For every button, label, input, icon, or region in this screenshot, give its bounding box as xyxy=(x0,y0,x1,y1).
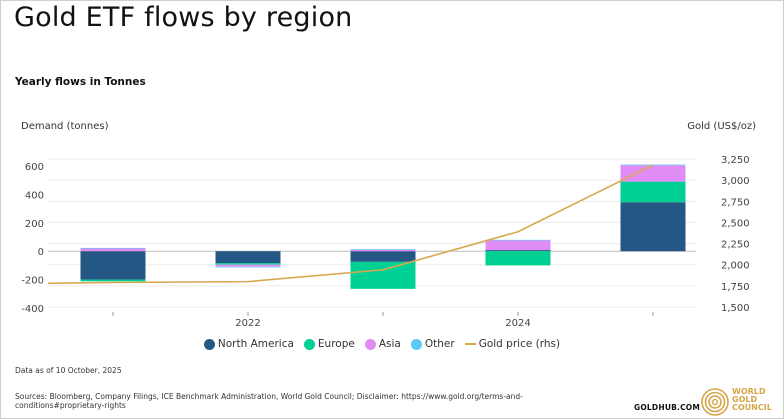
bar-europe-2024 xyxy=(485,251,551,266)
bar-europe-2022 xyxy=(215,263,281,265)
right-axis-tick-label: 1,500 xyxy=(721,303,750,314)
legend-item-north-america[interactable]: North America xyxy=(203,338,294,350)
bar-north-america-2023 xyxy=(350,251,416,262)
legend-label: Other xyxy=(424,338,455,350)
right-axis-label: Gold (US$/oz) xyxy=(687,121,756,132)
legend-label: Asia xyxy=(378,338,401,350)
legend-item-gold-price[interactable]: Gold price (rhs) xyxy=(464,338,561,350)
bar-asia-2021 xyxy=(80,248,146,252)
right-axis-tick-label: 1,750 xyxy=(721,282,750,293)
left-axis-label: Demand (tonnes) xyxy=(21,121,109,132)
left-axis-tick-label: 400 xyxy=(25,190,44,201)
bar-other-2022 xyxy=(215,266,281,268)
left-axis-tick-label: -200 xyxy=(21,276,44,287)
legend-dot-icon xyxy=(303,338,315,350)
x-axis-tick-label: 2024 xyxy=(505,318,530,329)
bar-other-2023 xyxy=(350,249,416,250)
right-axis-tick-label: 3,000 xyxy=(721,176,750,187)
gold-price-line xyxy=(47,164,654,285)
legend-label: Europe xyxy=(317,338,355,350)
data-date-note: Data as of 10 October, 2025 xyxy=(15,366,122,375)
right-axis-tick-label: 2,750 xyxy=(721,197,750,208)
etf-flows-chart: 3,250 3,000 2,750 2,500 2,250 2,000 1,750 1,500… xyxy=(21,155,750,329)
bar-asia-2022 xyxy=(215,264,281,267)
legend-item-asia[interactable]: Asia xyxy=(364,338,401,350)
legend-item-other[interactable]: Other xyxy=(410,338,455,350)
world-gold-council-wordmark: WORLD GOLD COUNCIL xyxy=(732,388,772,412)
bar-other-2024 xyxy=(485,239,551,241)
right-axis-tick-label: 2,250 xyxy=(721,240,750,251)
legend-label: Gold price (rhs) xyxy=(478,338,561,350)
right-axis-tick-label: 3,250 xyxy=(721,155,750,166)
logo-line-council: COUNCIL xyxy=(732,403,772,412)
right-axis-tick-label: 2,500 xyxy=(721,218,750,229)
bar-north-america-2022 xyxy=(215,251,281,264)
x-axis-tick-label: 2022 xyxy=(235,318,260,329)
bar-asia-2023 xyxy=(350,249,416,252)
sources-text: Sources: Bloomberg, Company Filings, ICE… xyxy=(15,392,523,410)
legend-dot-icon xyxy=(203,338,215,350)
legend-label: North America xyxy=(217,338,294,350)
chart-legend: North America Europe Asia Other Gold price (… xyxy=(0,338,784,350)
legend-dot-icon xyxy=(410,338,422,350)
right-axis-tick-label: 2,000 xyxy=(721,261,750,272)
bar-north-america-2025 xyxy=(620,202,686,252)
bar-europe-2021 xyxy=(80,279,146,282)
chart-subtitle: Yearly flows in Tonnes xyxy=(15,76,146,88)
page-title: Gold ETF flows by region xyxy=(14,2,353,33)
bar-north-america-2021 xyxy=(80,251,146,280)
bar-europe-2023 xyxy=(350,261,416,289)
left-axis-tick-label: 0 xyxy=(38,247,44,258)
world-gold-council-logo-icon xyxy=(701,388,729,416)
legend-dot-icon xyxy=(364,338,376,350)
bar-asia-2025 xyxy=(620,165,686,182)
bar-north-america-2024 xyxy=(485,250,551,252)
bar-asia-2024 xyxy=(485,240,551,251)
left-axis-tick-label: 600 xyxy=(25,162,44,173)
bar-other-2021 xyxy=(80,247,146,249)
legend-line-swatch-icon xyxy=(464,343,476,345)
left-axis-tick-label: 200 xyxy=(25,219,44,230)
legend-item-europe[interactable]: Europe xyxy=(303,338,355,350)
logo-line-world: WORLD xyxy=(732,387,766,396)
logo-line-gold: GOLD xyxy=(732,395,758,404)
bar-europe-2025 xyxy=(620,181,686,203)
goldhub-link[interactable]: GOLDHUB.COM xyxy=(634,403,701,412)
left-axis-tick-label: -400 xyxy=(21,304,44,315)
